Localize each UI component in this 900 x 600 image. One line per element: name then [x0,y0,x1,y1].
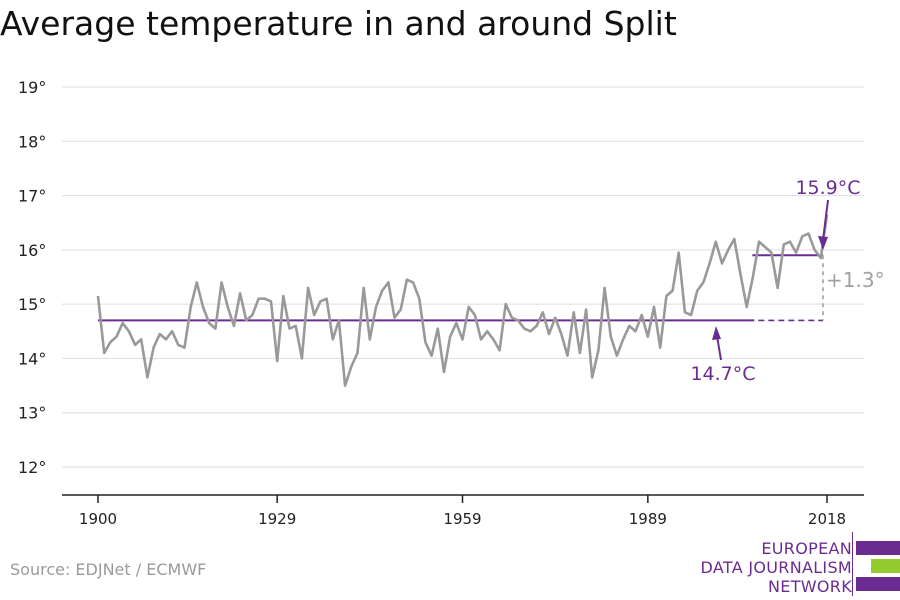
baseline-label: 14.7°C [690,363,755,385]
y-tick-label-14: 14° [18,349,46,368]
recent-arrow-head [818,236,828,250]
x-tick-label-1929: 1929 [258,510,296,528]
y-tick-label-13: 13° [18,404,46,423]
source-note: Source: EDJNet / ECMWF [10,560,207,579]
chart-title: Average temperature in and around Split [0,4,677,43]
gridlines [62,86,864,468]
recent-arrow-shaft [822,199,829,241]
logo-line-3: NETWORK [768,577,852,596]
difference-label: +1.3° [826,268,885,292]
series-line [96,214,829,387]
logo-divider [852,532,853,596]
annotations: 15.9°C 14.7°C +1.3° [690,177,884,385]
logo-bar-1 [856,541,900,555]
y-tick-label-19: 19° [18,78,46,97]
axes: 12° 13° 14° 15° 16° 17° 18° 19° 1900 1929 1959 1989… [18,78,864,528]
baseline-arrow-head [712,326,721,340]
edjnet-logo: EUROPEAN DATA JOURNALISM NETWORK [700,532,900,596]
x-tick-label-1900: 1900 [79,510,117,528]
x-tick-label-1959: 1959 [443,510,481,528]
x-tick-label-2018: 2018 [808,510,846,528]
logo-bar-2 [871,559,900,573]
logo-bar-3 [856,577,900,591]
y-tick-label-16: 16° [18,241,46,260]
logo-line-1: EUROPEAN [761,539,852,558]
y-tick-label-15: 15° [18,295,46,314]
temperature-series [96,214,829,387]
y-tick-label-17: 17° [18,187,46,206]
baseline-arrow-shaft [716,335,722,361]
y-tick-label-18: 18° [18,132,46,151]
recent-mean-label: 15.9°C [795,177,860,199]
reference-lines [98,254,824,322]
y-tick-label-12: 12° [18,458,46,477]
logo-line-2: DATA JOURNALISM [700,558,852,577]
x-tick-label-1989: 1989 [629,510,667,528]
